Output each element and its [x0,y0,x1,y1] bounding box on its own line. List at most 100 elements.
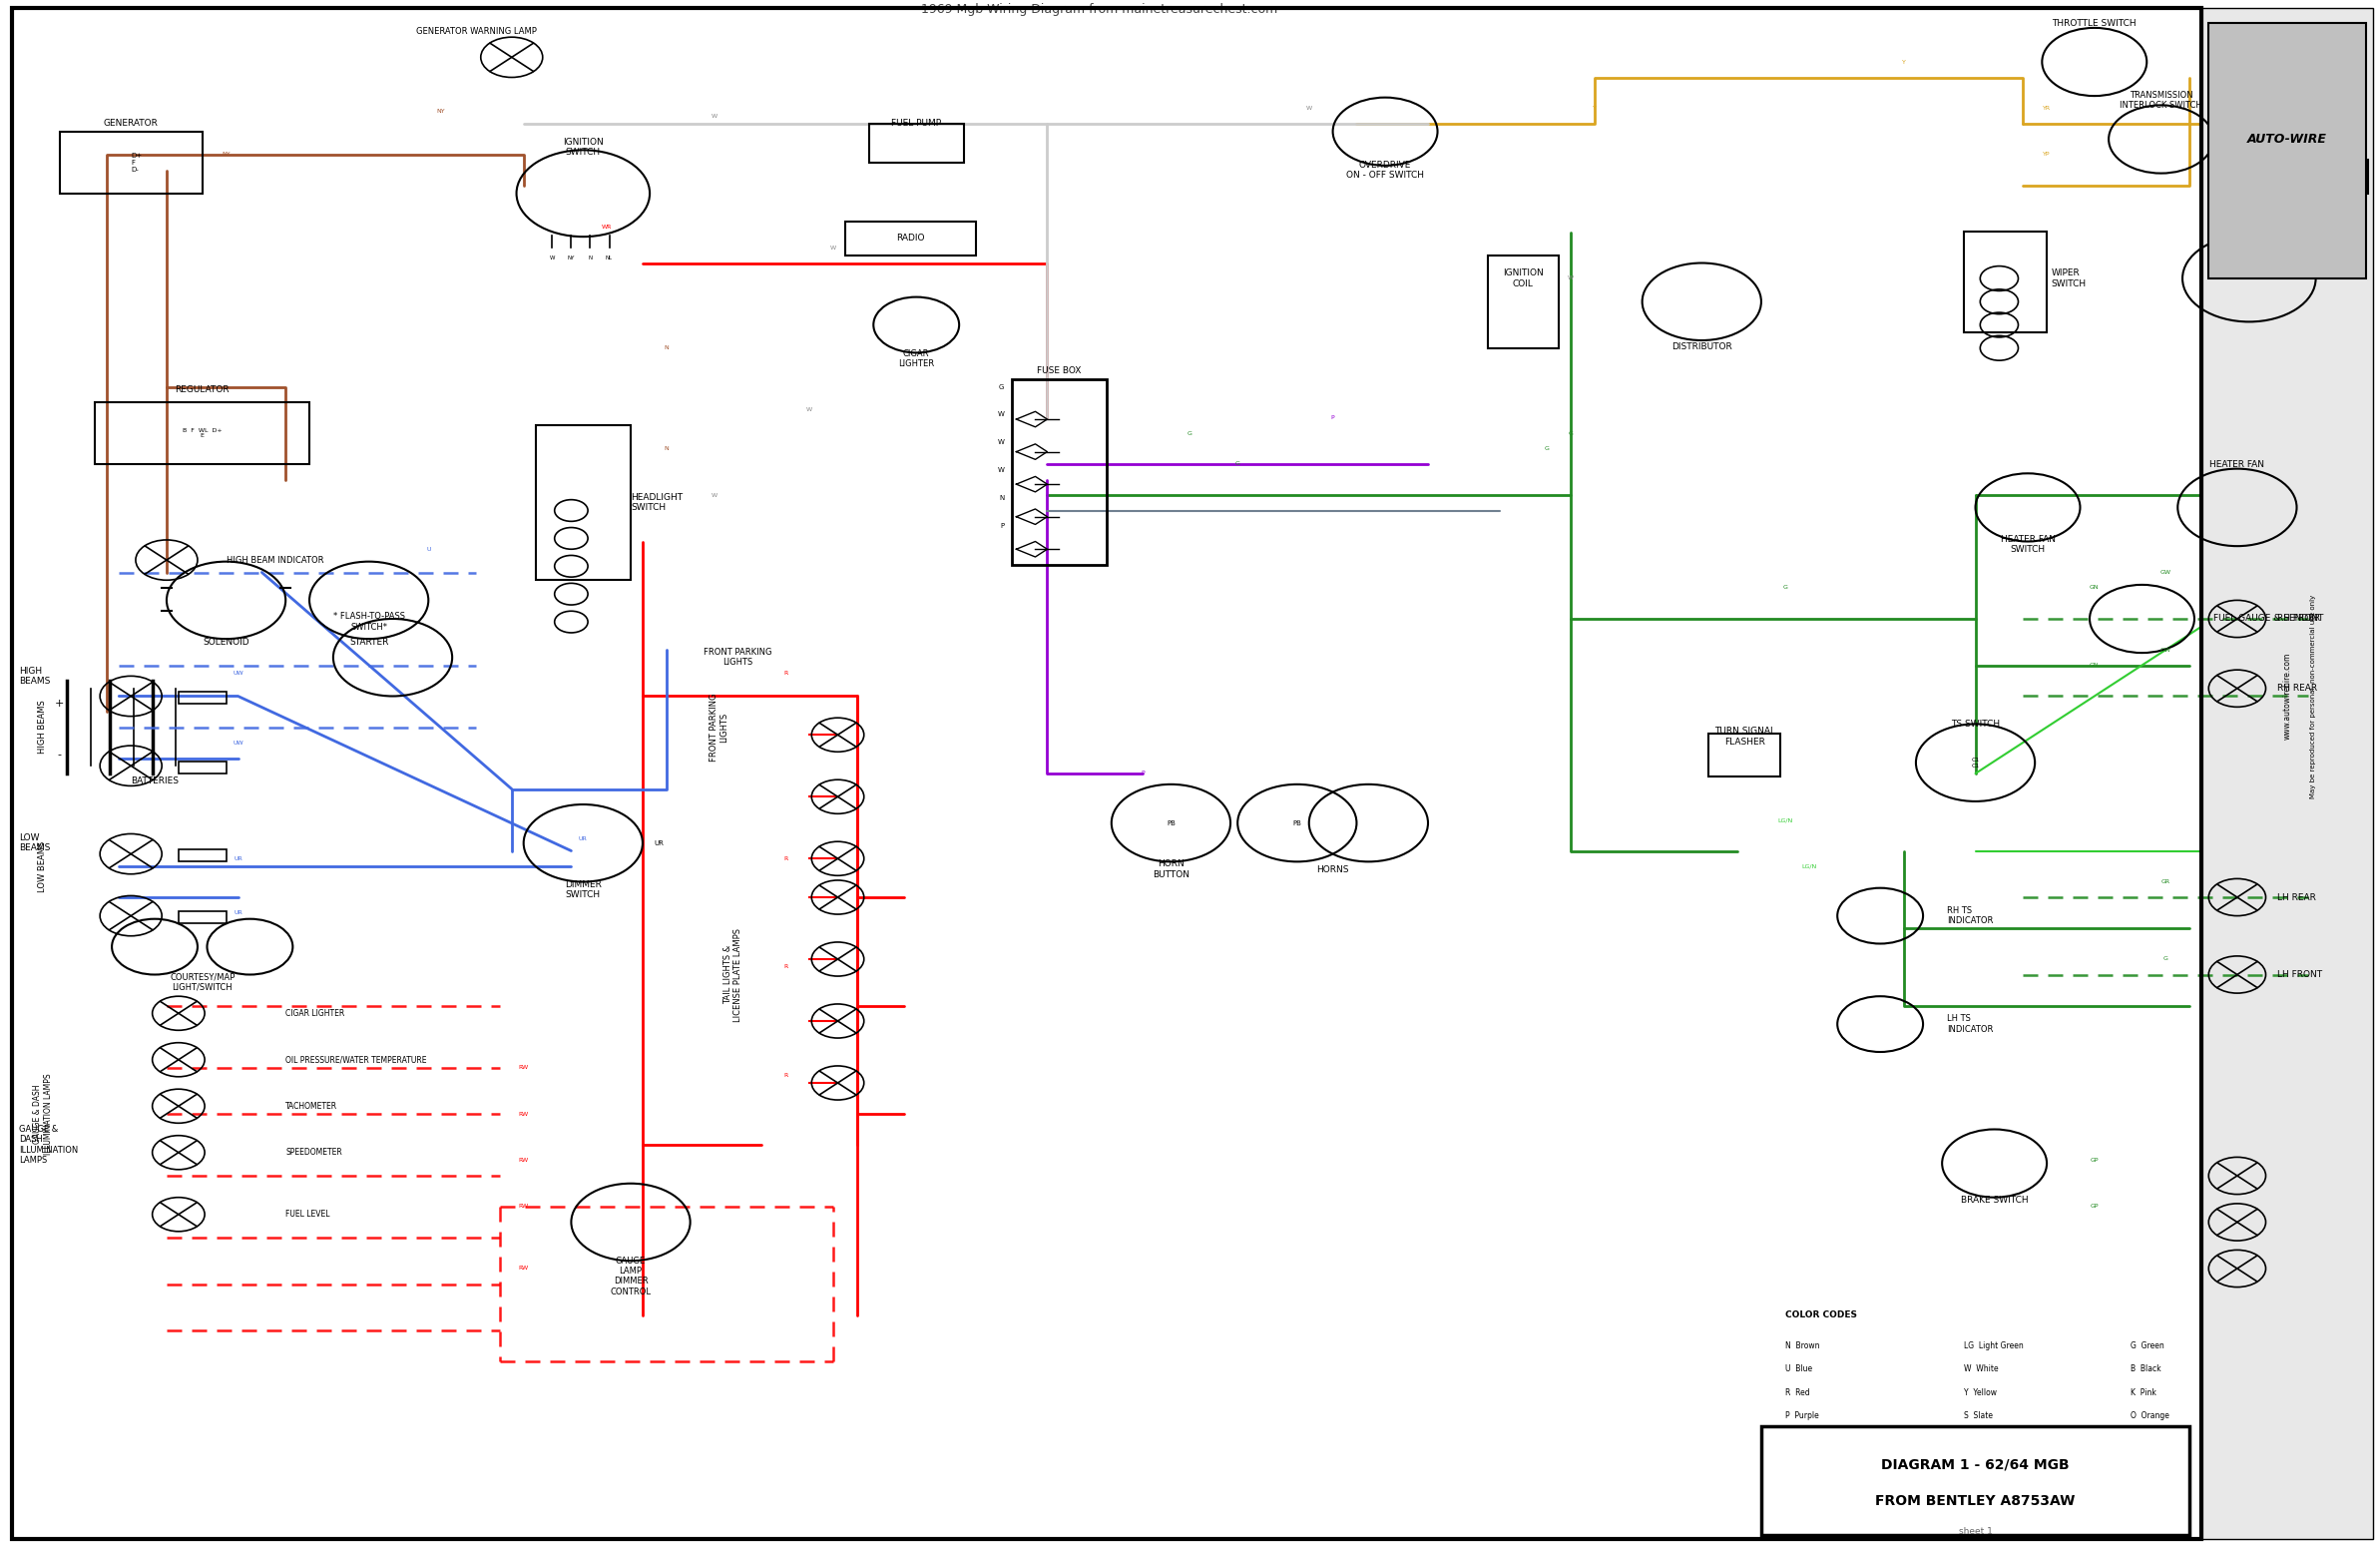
Text: WIPER
SWITCH: WIPER SWITCH [2052,269,2087,288]
Text: GENERATOR: GENERATOR [102,119,159,128]
Text: B  F  WL  D+
E: B F WL D+ E [183,429,221,438]
Text: sheet 1: sheet 1 [1959,1527,1992,1536]
Bar [178,911,226,924]
Text: GW: GW [2161,569,2171,575]
Bar [178,692,226,704]
Text: G: G [1568,430,1573,436]
Text: G: G [1235,461,1240,467]
Text: GN: GN [2090,662,2099,668]
Text: YR: YR [2042,105,2052,111]
Text: FROM BENTLEY A8753AW: FROM BENTLEY A8753AW [1875,1493,2075,1508]
Text: AUTO-WIRE: AUTO-WIRE [2247,133,2328,145]
Text: RH FRONT: RH FRONT [2278,614,2323,623]
Bar [2209,23,2366,278]
Text: N: N [1000,495,1004,501]
Text: RW: RW [519,1157,528,1163]
Text: -: - [57,750,62,760]
Text: UR: UR [654,840,664,846]
Bar [1761,1426,2190,1535]
Text: GENERATOR WARNING LAMP: GENERATOR WARNING LAMP [416,26,536,36]
Text: CIGAR
LIGHTER: CIGAR LIGHTER [897,350,935,368]
Text: LOW
BEAMS: LOW BEAMS [19,834,50,852]
Text: UR: UR [578,835,588,842]
Bar [1964,232,2047,333]
Text: W: W [997,412,1004,418]
Text: May be reproduced for personal, non-commercial use only: May be reproduced for personal, non-comm… [2311,594,2316,798]
Text: R: R [783,855,788,862]
Text: Y  Yellow: Y Yellow [1964,1388,1997,1397]
Text: YP: YP [2042,152,2052,158]
Text: OVERDRIVE
ON - OFF SWITCH: OVERDRIVE ON - OFF SWITCH [1347,161,1423,179]
Text: U: U [426,546,431,552]
Text: W: W [712,113,716,119]
Text: C1
C1: C1 C1 [1971,758,1980,767]
Text: RW: RW [519,1064,528,1071]
Text: COLOR CODES: COLOR CODES [1785,1310,1856,1320]
Text: G: G [2163,956,2168,962]
Text: GN: GN [2090,585,2099,591]
Text: OVERDRIVE
SOLENOID: OVERDRIVE SOLENOID [2294,192,2347,210]
Text: D+
F
D-: D+ F D- [131,153,143,172]
Text: TS SWITCH: TS SWITCH [1952,719,1999,729]
Text: * FLASH-TO-PASS
SWITCH*: * FLASH-TO-PASS SWITCH* [333,613,405,631]
Text: UR: UR [233,855,243,862]
Bar [178,849,226,862]
Text: FUSE BOX: FUSE BOX [1038,367,1081,376]
Text: W: W [1307,105,1311,111]
Text: LH REAR: LH REAR [2278,893,2316,902]
Text: G: G [1188,430,1192,436]
Text: GP: GP [2090,1204,2099,1210]
Text: HEADLIGHT
SWITCH: HEADLIGHT SWITCH [631,493,683,512]
Text: GAUGE & DASH
ILLUMINATION LAMPS: GAUGE & DASH ILLUMINATION LAMPS [33,1074,52,1154]
Text: NY: NY [436,108,445,114]
Text: G: G [1000,384,1004,390]
Text: HEATER FAN: HEATER FAN [2209,459,2266,469]
Text: DIMMER
SWITCH: DIMMER SWITCH [564,880,602,899]
Text: NL: NL [607,255,612,261]
Text: UW: UW [233,670,243,676]
Text: RW: RW [519,1265,528,1272]
Bar [1488,255,1559,348]
Text: G: G [1545,446,1549,452]
Text: BATTERIES: BATTERIES [131,777,178,786]
Text: B  Black: B Black [2130,1364,2161,1374]
Text: RH TS
INDICATOR: RH TS INDICATOR [1947,907,1992,925]
Text: UR: UR [233,910,243,916]
Text: HIGH
BEAMS: HIGH BEAMS [19,667,50,685]
Bar [2273,159,2368,193]
Text: TAIL LIGHTS &
LICENSE PLATE LAMPS: TAIL LIGHTS & LICENSE PLATE LAMPS [724,928,743,1021]
Bar [536,425,631,580]
Text: *These two switches are combined in one housing: *These two switches are combined in one … [1785,1436,1961,1442]
Text: R  Red: R Red [1785,1388,1809,1397]
Text: WR: WR [602,224,612,231]
Text: R: R [783,1072,788,1078]
Bar [869,124,964,162]
Text: IGNITION
SWITCH: IGNITION SWITCH [562,138,605,156]
Text: COURTESY/MAP
LIGHT/SWITCH: COURTESY/MAP LIGHT/SWITCH [169,973,236,992]
Text: CIGAR LIGHTER: CIGAR LIGHTER [286,1009,345,1018]
Text: LH TS
INDICATOR: LH TS INDICATOR [1947,1015,1992,1033]
Text: GP: GP [2090,1157,2099,1163]
Text: W: W [1568,275,1573,282]
Text: TURN SIGNAL
FLASHER: TURN SIGNAL FLASHER [1714,727,1775,746]
Text: RW: RW [519,1111,528,1117]
Text: GW: GW [2161,647,2171,653]
Text: G: G [1783,585,1787,591]
Text: TACHOMETER: TACHOMETER [286,1101,338,1111]
Text: STARTER: STARTER [350,637,388,647]
Text: W: W [997,439,1004,446]
Text: IGNITION
COIL: IGNITION COIL [1502,269,1545,288]
Text: N: N [588,255,593,261]
Text: NY: NY [566,255,576,261]
Text: P: P [1140,770,1145,777]
Text: HORNS: HORNS [1316,865,1349,874]
Text: LG/N: LG/N [1778,817,1792,823]
Text: W  White: W White [1964,1364,1999,1374]
Text: P: P [1330,415,1335,421]
Text: N: N [664,345,669,351]
Bar [1709,733,1780,777]
Text: HIGH BEAM INDICATOR: HIGH BEAM INDICATOR [226,555,324,565]
Text: LH FRONT: LH FRONT [2278,970,2323,979]
Bar [2202,8,2373,1539]
Text: RADIO: RADIO [897,234,923,243]
